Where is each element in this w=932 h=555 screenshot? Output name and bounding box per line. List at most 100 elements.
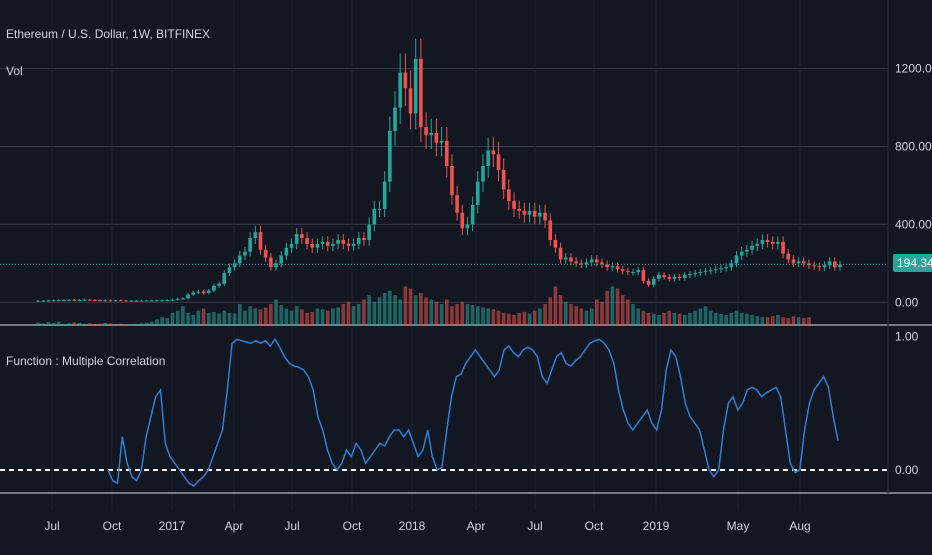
volume-bar (51, 322, 56, 326)
volume-bar (331, 308, 335, 326)
candle-body (522, 210, 527, 215)
candle-body (212, 285, 216, 291)
candle-body (289, 243, 294, 248)
candle-body (305, 238, 309, 244)
candle-body (393, 107, 397, 131)
volume-bar (118, 323, 123, 326)
volume-bar (579, 308, 584, 326)
candle-body (274, 263, 278, 268)
volume-bar (538, 308, 542, 326)
volume-bar (87, 323, 92, 326)
volume-bar (263, 307, 268, 326)
candle-body (589, 259, 594, 263)
candle-body (532, 210, 537, 217)
candle-body (501, 169, 506, 190)
candle-body (294, 234, 299, 244)
volume-bar (253, 308, 258, 326)
candle-body (341, 239, 346, 244)
volume-bar (563, 301, 568, 326)
volume-bar (781, 317, 785, 326)
candle-body (419, 58, 423, 128)
volume-bar (631, 304, 635, 326)
candle-body (636, 270, 641, 273)
candle-body (160, 300, 164, 302)
candle-body (770, 241, 775, 244)
candle-body (569, 257, 573, 262)
candle-body (734, 255, 739, 264)
candle-body (434, 132, 439, 143)
candle-body (626, 271, 630, 273)
candle-body (817, 266, 822, 268)
candle-body (724, 267, 728, 269)
volume-bar (356, 304, 361, 326)
candle-body (82, 299, 87, 301)
candle-body (175, 298, 180, 300)
volume-bar (67, 323, 71, 326)
volume-bar (651, 313, 656, 326)
volume-bar (124, 324, 128, 326)
candle-body (672, 276, 677, 279)
candle-body (258, 232, 263, 250)
candle-body (543, 212, 547, 221)
candle-body (279, 255, 283, 264)
volume-bar (367, 295, 371, 326)
volume-bar (419, 293, 423, 326)
volume-bar (657, 315, 661, 326)
volume-bar (201, 308, 206, 326)
candle-body (217, 283, 221, 286)
candle-body (41, 300, 45, 302)
candle-body (315, 243, 320, 248)
candle-body (413, 58, 418, 114)
candle-body (320, 241, 325, 244)
candle-body (62, 300, 66, 302)
volume-bar (258, 309, 263, 326)
volume-bar (144, 322, 149, 326)
indicator-tick-label: 0.00 (895, 463, 919, 477)
candle-body (527, 210, 532, 215)
volume-bar (160, 317, 164, 326)
volume-bar (486, 308, 490, 326)
candle-body (108, 300, 113, 302)
volume-bar (222, 310, 227, 326)
volume-bar (558, 295, 563, 326)
volume-bar (429, 299, 434, 326)
candle-body (444, 140, 449, 166)
volume-bar (108, 323, 113, 326)
candle-body (336, 239, 340, 244)
volume-bar (615, 288, 620, 326)
candle-body (284, 247, 289, 256)
volume-bar (181, 306, 185, 326)
candle-body (615, 266, 620, 270)
volume-bar (377, 297, 382, 326)
volume-bar (93, 324, 97, 326)
candle-body (351, 243, 356, 246)
volume-bar (610, 286, 615, 326)
volume-bar (677, 313, 682, 326)
volume-bar (46, 322, 51, 326)
candle-body (181, 298, 185, 300)
candle-body (300, 234, 304, 239)
candle-body (693, 273, 697, 275)
volume-bar (413, 295, 418, 326)
volume-bar (517, 312, 522, 326)
candle-body (237, 255, 242, 264)
candle-body (595, 259, 599, 263)
volume-bar (527, 313, 532, 326)
last-price-badge: 194.34 (893, 254, 932, 272)
volume-bar (682, 315, 687, 326)
candle-body (739, 251, 744, 256)
volume-bar (315, 308, 320, 326)
candle-body (382, 181, 387, 209)
volume-bar (584, 310, 589, 326)
candle-body (248, 238, 252, 252)
volume-bar (801, 318, 806, 326)
volume-bar (393, 295, 397, 326)
volume-bar (336, 307, 340, 326)
candle-body (714, 269, 718, 271)
volume-bar (170, 312, 175, 326)
volume-bar (62, 323, 66, 326)
candle-body (201, 291, 206, 293)
